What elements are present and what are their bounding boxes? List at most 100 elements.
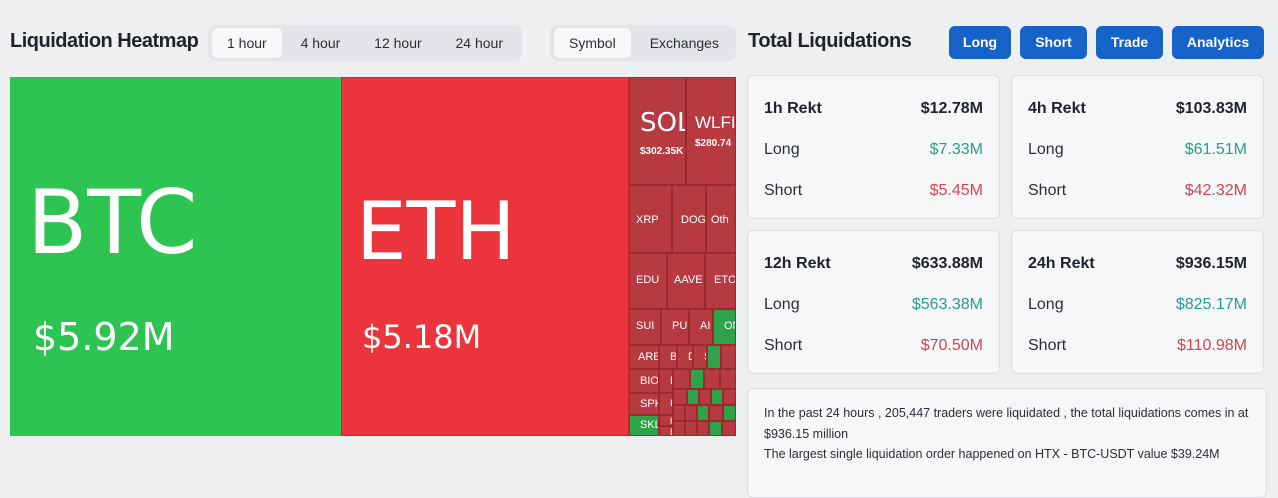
rekt-card-total: $633.88M	[911, 255, 983, 272]
rekt-card-header: 4h Rekt $103.83M	[1028, 100, 1247, 118]
tab-exchanges[interactable]: Exchanges	[649, 35, 719, 51]
tile-small-red-5[interactable]	[673, 389, 687, 405]
trade-button[interactable]: Trade	[1096, 26, 1163, 59]
tile-small-green-4[interactable]	[711, 389, 723, 405]
tile-u[interactable]: U	[659, 393, 673, 415]
tile-small-red-8[interactable]	[673, 405, 685, 421]
tile-dog-label: DOG	[681, 214, 706, 226]
rekt-card-header: 12h Rekt $633.88M	[764, 255, 983, 273]
short-value: $70.50M	[920, 337, 983, 354]
tile-pu[interactable]: PU	[661, 309, 689, 345]
tile-small-red-4[interactable]	[720, 369, 736, 389]
rekt-card-label: 24h Rekt	[1028, 255, 1095, 272]
tile-eth-value: $5.18M	[362, 318, 482, 356]
tile-ai[interactable]: AI	[689, 309, 713, 345]
tab-24-hour[interactable]: 24 hour	[455, 35, 503, 51]
tile-btc[interactable]: BTC $5.92M	[10, 77, 341, 436]
long-button[interactable]: Long	[949, 26, 1011, 59]
tile-on-label: ON	[724, 320, 735, 332]
short-label: Short	[764, 182, 803, 199]
tab-4-hour[interactable]: 4 hour	[300, 35, 341, 51]
long-label: Long	[1028, 141, 1064, 158]
tile-sui[interactable]: SUI	[629, 309, 661, 345]
tile-dog[interactable]: DOG	[672, 185, 706, 253]
short-button[interactable]: Short	[1020, 26, 1087, 59]
tile-small-red-3[interactable]	[704, 369, 720, 389]
long-value: $563.38M	[911, 296, 983, 313]
tile-etc[interactable]: ETC	[705, 253, 736, 309]
tile-xrp-label: XRP	[636, 214, 659, 226]
long-label: Long	[764, 296, 800, 313]
tile-d-label: D	[678, 351, 692, 363]
tile-eth[interactable]: ETH $5.18M	[341, 77, 629, 436]
tile-small-green-7[interactable]	[709, 421, 722, 436]
rekt-card-short-row: Short $110.98M	[1028, 337, 1247, 355]
tile-small-green-1[interactable]	[707, 345, 721, 369]
rekt-card-long-row: Long $61.51M	[1028, 141, 1247, 159]
analytics-button[interactable]: Analytics	[1172, 26, 1264, 59]
tile-sol[interactable]: SOL $302.35K	[629, 77, 686, 185]
tile-btc-value: $5.92M	[33, 315, 175, 359]
tile-b-label: B	[660, 427, 672, 435]
tile-aave[interactable]: AAVE	[667, 253, 705, 309]
tile-small-red-7[interactable]	[723, 389, 736, 405]
tile-small-red-1[interactable]	[721, 345, 736, 369]
tab-12-hour[interactable]: 12 hour	[374, 35, 422, 51]
tile-u-label: U	[660, 398, 672, 410]
tile-etc-label: ETC	[714, 274, 736, 286]
tile-b[interactable]: B	[659, 426, 673, 436]
tile-small-green-5[interactable]	[697, 405, 709, 421]
rekt-card-label: 4h Rekt	[1028, 100, 1086, 117]
tile-xrp[interactable]: XRP	[629, 185, 672, 253]
tile-small-green-2[interactable]	[690, 369, 704, 389]
tile-oth-label: Oth	[711, 214, 729, 226]
tile-s-label: S	[694, 351, 706, 363]
tile-small-green-6[interactable]	[723, 405, 736, 421]
tile-s[interactable]: S	[693, 345, 707, 369]
long-label: Long	[1028, 296, 1064, 313]
tab-1-hour[interactable]: 1 hour	[212, 28, 282, 58]
heatmap-treemap: BTC $5.92M ETH $5.18M SOL $302.35K WLFI …	[10, 77, 736, 436]
tile-edu[interactable]: EDU	[629, 253, 667, 309]
tile-spk-label: SPK	[640, 398, 658, 410]
tile-h-label: H	[660, 416, 672, 425]
rekt-card-long-row: Long $825.17M	[1028, 296, 1247, 314]
rekt-card-short-row: Short $5.45M	[764, 182, 983, 200]
tile-h[interactable]: H	[659, 415, 673, 426]
tile-e-label: E	[660, 375, 672, 387]
tile-small-red-14[interactable]	[722, 421, 736, 436]
tile-small-red-2[interactable]	[673, 369, 690, 389]
tile-small-red-12[interactable]	[685, 421, 697, 436]
tab-symbol[interactable]: Symbol	[554, 28, 631, 58]
tile-are[interactable]: ARE	[629, 345, 659, 369]
short-label: Short	[764, 337, 803, 354]
tile-bi[interactable]: BI	[659, 345, 677, 369]
rekt-card-header: 24h Rekt $936.15M	[1028, 255, 1247, 273]
liquidation-summary: In the past 24 hours , 205,447 traders w…	[747, 388, 1267, 498]
short-value: $110.98M	[1177, 337, 1247, 354]
tile-small-red-6[interactable]	[699, 389, 711, 405]
long-value: $7.33M	[929, 141, 983, 158]
tile-d[interactable]: D	[677, 345, 693, 369]
tile-oth[interactable]: Oth	[706, 185, 736, 253]
rekt-card-12h: 12h Rekt $633.88M Long $563.38M Short $70.5…	[747, 230, 1000, 374]
tile-small-red-10[interactable]	[709, 405, 723, 421]
tile-small-red-13[interactable]	[697, 421, 709, 436]
tile-small-green-3[interactable]	[687, 389, 699, 405]
summary-line-traders: In the past 24 hours , 205,447 traders w…	[764, 406, 1249, 441]
long-value: $61.51M	[1184, 141, 1247, 158]
time-range-tabs: 1 hour 4 hour 12 hour 24 hour	[208, 25, 522, 61]
tile-wlfi-symbol: WLFI	[695, 113, 736, 132]
rekt-card-long-row: Long $563.38M	[764, 296, 983, 314]
summary-line-largest-order: The largest single liquidation order hap…	[764, 447, 1220, 461]
tile-spk[interactable]: SPK	[629, 393, 659, 415]
tile-wlfi[interactable]: WLFI $280.74	[686, 77, 736, 185]
tile-bio-label: BIO	[640, 375, 659, 387]
tile-bio[interactable]: BIO	[629, 369, 659, 393]
tile-small-red-9[interactable]	[685, 405, 697, 421]
tile-e[interactable]: E	[659, 369, 673, 393]
rekt-card-long-row: Long $7.33M	[764, 141, 983, 159]
tile-on[interactable]: ON	[713, 309, 736, 345]
tile-small-red-11[interactable]	[673, 421, 685, 436]
tile-skl[interactable]: SKL	[629, 415, 659, 436]
